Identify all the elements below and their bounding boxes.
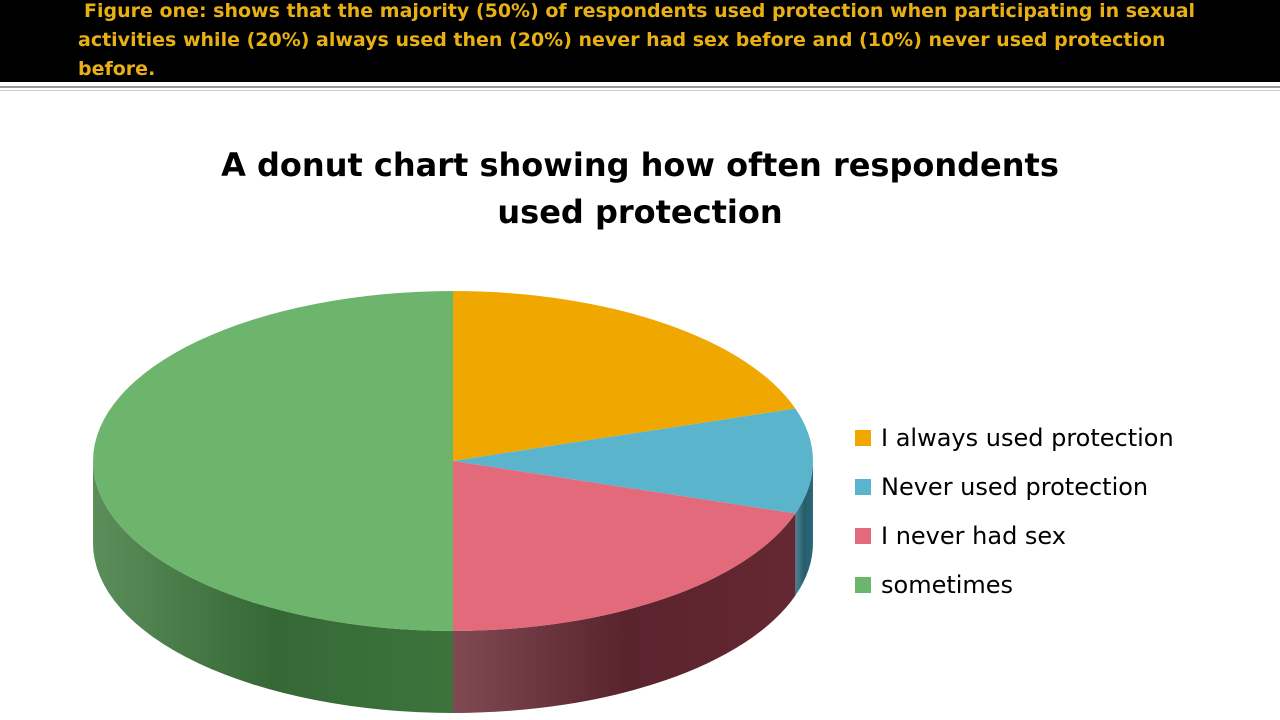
figure-caption: Figure one: shows that the majority (50%… bbox=[78, 0, 1196, 80]
pie-side-shade-2 bbox=[453, 513, 796, 713]
chart-legend: I always used protection Never used prote… bbox=[855, 413, 1174, 609]
legend-swatch bbox=[855, 576, 871, 593]
legend-item: I never had sex bbox=[855, 511, 1174, 560]
legend-item: Never used protection bbox=[855, 462, 1174, 511]
pie-side-shade-1 bbox=[795, 461, 813, 596]
divider-line bbox=[0, 86, 1280, 88]
chart-title: A donut chart showing how often responde… bbox=[221, 146, 1059, 231]
pie-side-shade-3 bbox=[93, 461, 453, 713]
pie-slice-sometimes bbox=[93, 291, 453, 631]
pie-slice-i-never-had-sex bbox=[453, 461, 796, 631]
legend-label: I always used protection bbox=[881, 423, 1174, 452]
legend-swatch bbox=[855, 429, 871, 446]
legend-label: Never used protection bbox=[881, 472, 1149, 501]
legend-swatch bbox=[855, 478, 871, 495]
legend-item: sometimes bbox=[855, 560, 1174, 609]
legend-label: sometimes bbox=[881, 570, 1014, 599]
pie-slice-never-used-protection bbox=[453, 408, 813, 514]
caption-bar: Figure one: shows that the majority (50%… bbox=[0, 0, 1280, 82]
legend-item: I always used protection bbox=[855, 413, 1174, 462]
legend-label: I never had sex bbox=[881, 521, 1066, 550]
legend-swatch bbox=[855, 527, 871, 544]
pie-slice-i-always-used-protection bbox=[453, 291, 796, 461]
divider-line-thin bbox=[0, 90, 1280, 91]
